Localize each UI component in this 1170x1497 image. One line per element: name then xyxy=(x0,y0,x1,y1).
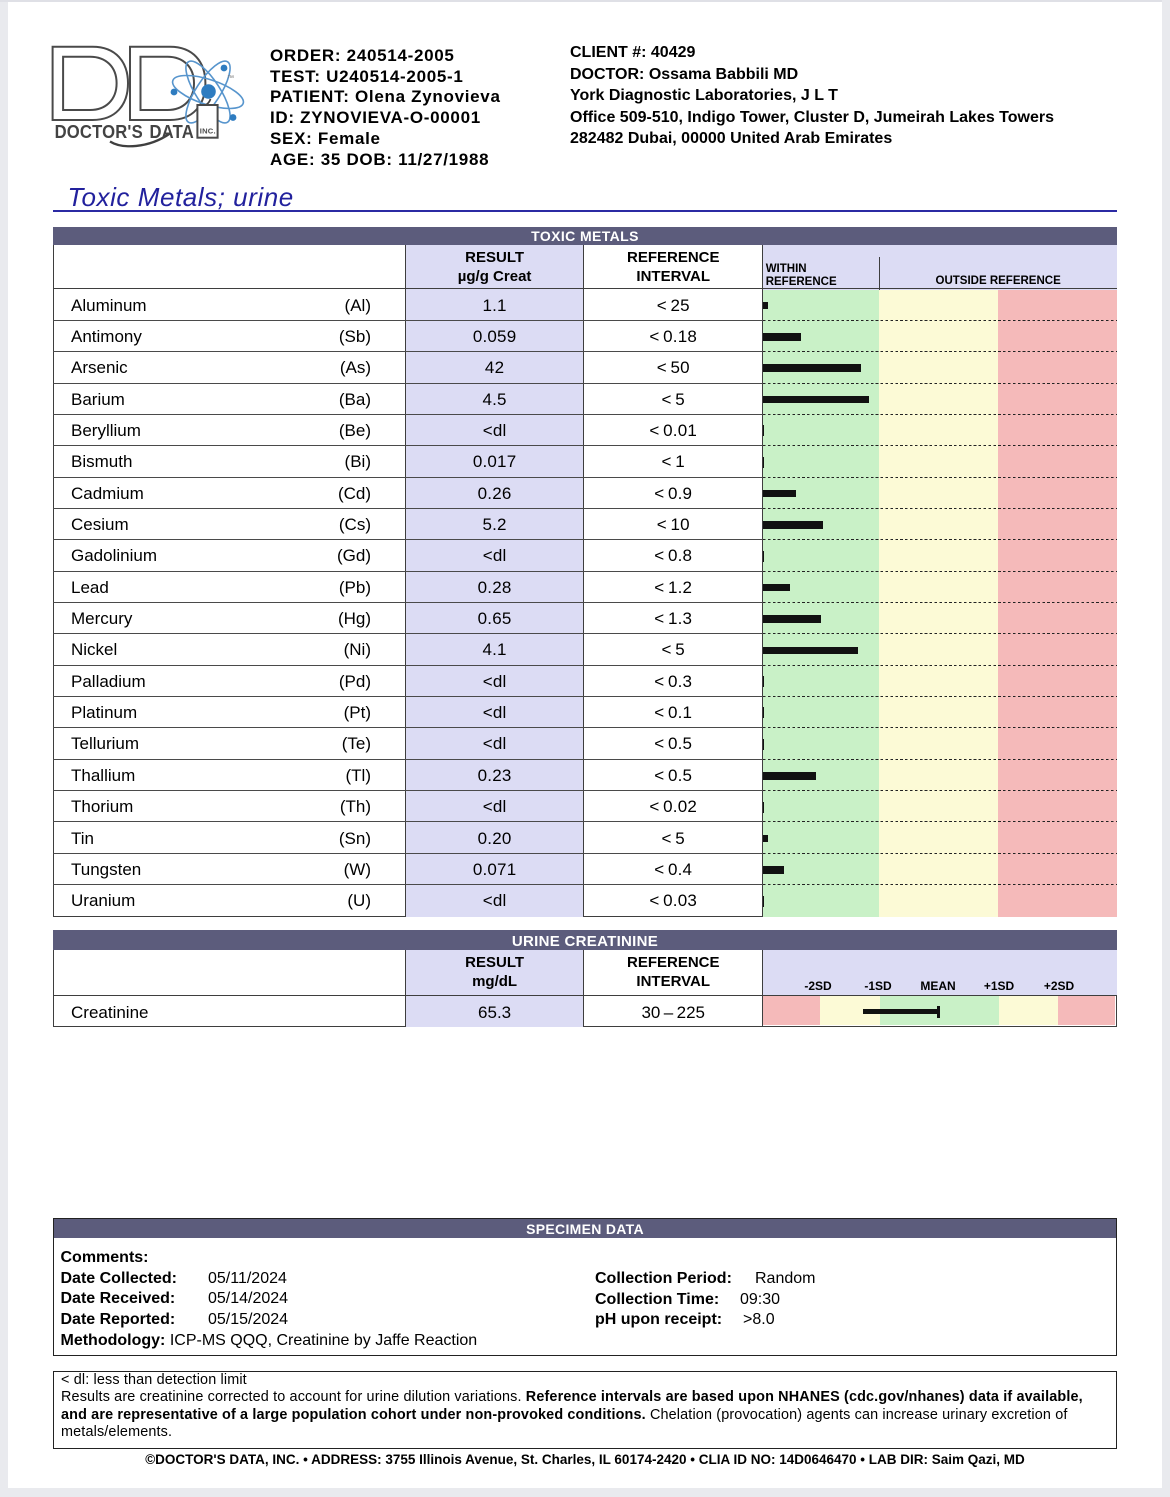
svg-text:INC.: INC. xyxy=(200,127,216,136)
svg-text:™: ™ xyxy=(227,75,234,82)
svg-text:DOCTOR'S DATA: DOCTOR'S DATA xyxy=(55,121,194,142)
